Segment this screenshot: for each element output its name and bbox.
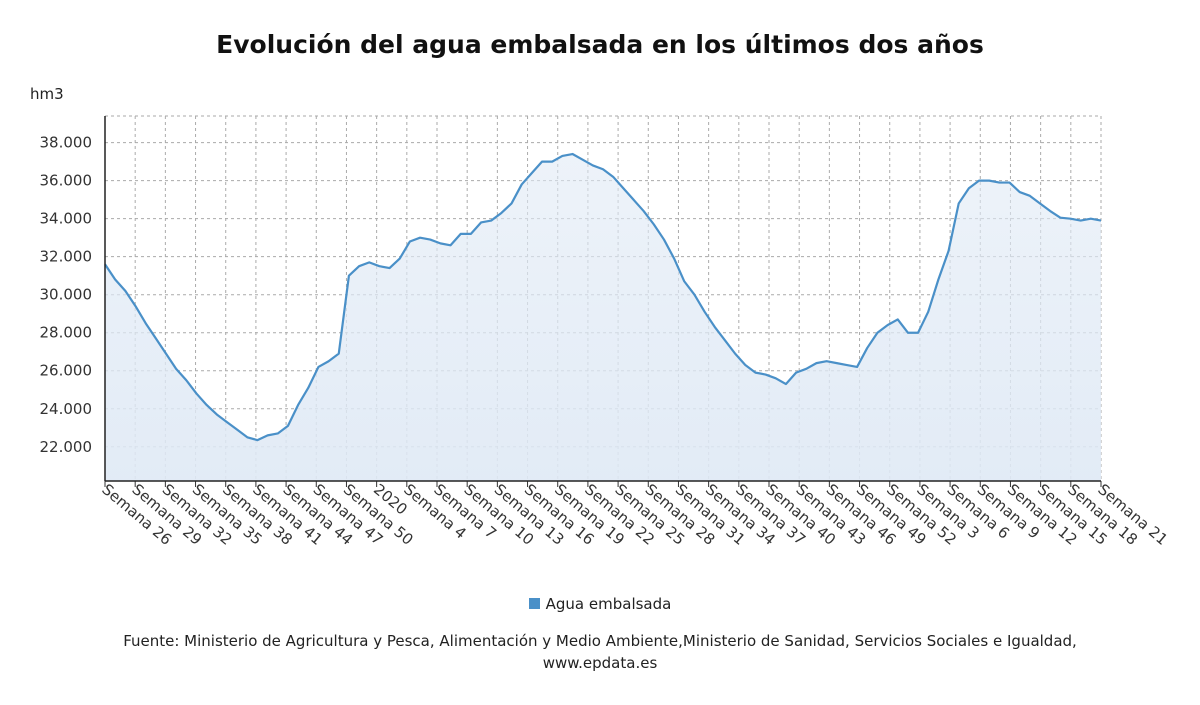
source-note: Fuente: Ministerio de Agricultura y Pesc… [40,630,1160,674]
series-area [105,154,1101,481]
y-tick-label: 24.000 [40,400,93,418]
y-tick-label: 34.000 [40,210,93,228]
y-axis-ticks: 22.000 24.000 26.000 28.000 30.000 32.000 34.0… [40,134,93,456]
chart-title: Evolución del agua embalsada en los últi… [216,30,984,59]
y-tick-label: 36.000 [40,172,93,190]
source-text: Fuente: Ministerio de Agricultura y Pesc… [123,632,1077,650]
y-axis-label: hm3 [30,85,64,103]
y-tick-label: 28.000 [40,324,93,342]
axis-layer [104,116,1102,487]
legend-label: Agua embalsada [545,595,672,613]
legend[interactable]: Agua embalsada [0,595,1200,613]
y-tick-label: 32.000 [40,248,93,266]
legend-swatch [528,598,540,609]
source-url: www.epdata.es [542,654,658,672]
y-tick-label: 30.000 [40,286,93,304]
y-tick-label: 22.000 [40,438,93,456]
y-tick-label: 26.000 [40,362,93,380]
y-tick-label: 38.000 [40,134,93,152]
series-line[interactable] [104,152,1102,442]
